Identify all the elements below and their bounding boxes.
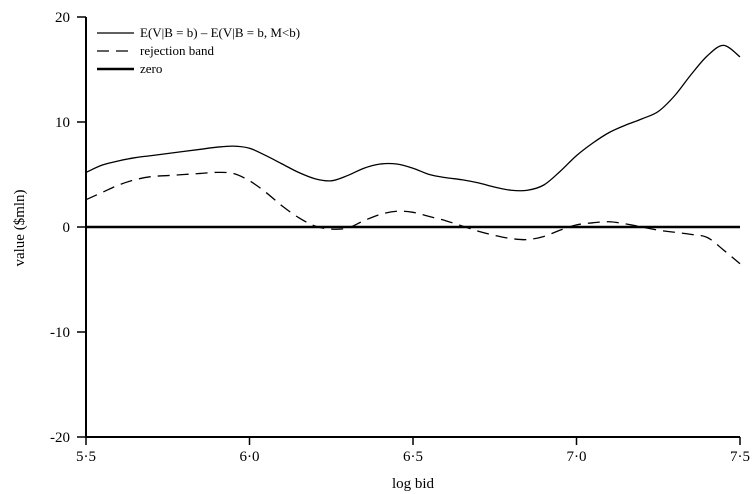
y-tick-label: -10 <box>50 325 70 341</box>
x-tick-label: 7·5 <box>730 449 750 465</box>
y-tick-label: 20 <box>55 10 70 26</box>
legend-label: zero <box>140 61 162 76</box>
series-line-0 <box>85 44 741 192</box>
series-line-1 <box>85 171 741 265</box>
x-tick-label: 5·5 <box>76 449 96 465</box>
legend: E(V|B = b) – E(V|B = b, M<b) rejection ba… <box>97 25 300 76</box>
x-tick-label: 7·0 <box>567 449 587 465</box>
series-layer <box>85 44 741 265</box>
legend-label: rejection band <box>140 43 214 58</box>
x-tick-label: 6·5 <box>403 449 423 465</box>
x-tick-label: 6·0 <box>240 449 260 465</box>
y-tick-label: 0 <box>63 220 71 236</box>
legend-label: E(V|B = b) – E(V|B = b, M<b) <box>140 25 300 40</box>
x-axis-label: log bid <box>392 476 435 492</box>
y-tick-label: 10 <box>55 115 70 131</box>
axes: 20 10 0 -10 -20 5·5 6·0 6·5 7·0 7·5 <box>50 10 750 465</box>
y-tick-label: -20 <box>50 430 70 446</box>
y-axis-label: value ($mln) <box>12 189 28 266</box>
